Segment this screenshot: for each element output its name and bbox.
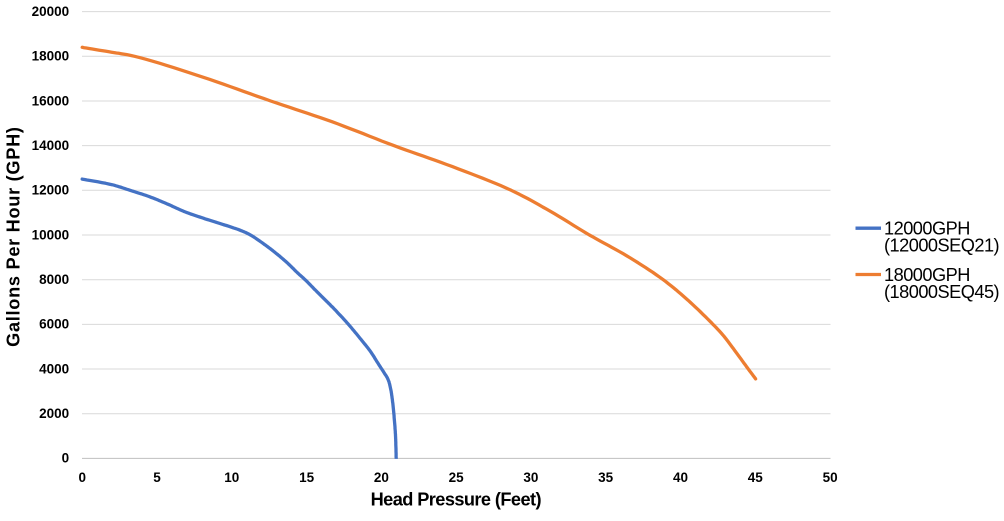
svg-text:25: 25 <box>449 470 465 485</box>
svg-text:20: 20 <box>374 470 389 485</box>
svg-text:2000: 2000 <box>39 406 69 421</box>
svg-text:30: 30 <box>523 470 538 485</box>
svg-text:0: 0 <box>62 451 70 466</box>
svg-text:15: 15 <box>299 470 315 485</box>
svg-text:Head Pressure (Feet): Head Pressure (Feet) <box>371 490 542 510</box>
svg-text:18000: 18000 <box>32 49 70 64</box>
svg-text:20000: 20000 <box>32 4 70 19</box>
svg-text:5: 5 <box>153 470 161 485</box>
svg-text:50: 50 <box>823 470 838 485</box>
svg-text:Gallons Per Hour (GPH): Gallons Per Hour (GPH) <box>4 126 24 347</box>
svg-text:6000: 6000 <box>39 317 69 332</box>
svg-text:0: 0 <box>78 470 86 485</box>
svg-text:16000: 16000 <box>32 93 70 108</box>
svg-text:4000: 4000 <box>39 361 69 376</box>
svg-text:(18000SEQ45): (18000SEQ45) <box>884 282 999 302</box>
svg-text:12000: 12000 <box>32 183 70 198</box>
svg-text:14000: 14000 <box>32 138 70 153</box>
svg-text:18000GPH: 18000GPH <box>884 265 970 285</box>
svg-text:(12000SEQ21): (12000SEQ21) <box>884 235 999 255</box>
svg-text:12000GPH: 12000GPH <box>884 219 970 239</box>
svg-text:8000: 8000 <box>39 272 69 287</box>
svg-text:10: 10 <box>224 470 239 485</box>
svg-text:35: 35 <box>598 470 614 485</box>
svg-text:40: 40 <box>673 470 688 485</box>
svg-text:45: 45 <box>748 470 764 485</box>
svg-text:10000: 10000 <box>32 227 70 242</box>
